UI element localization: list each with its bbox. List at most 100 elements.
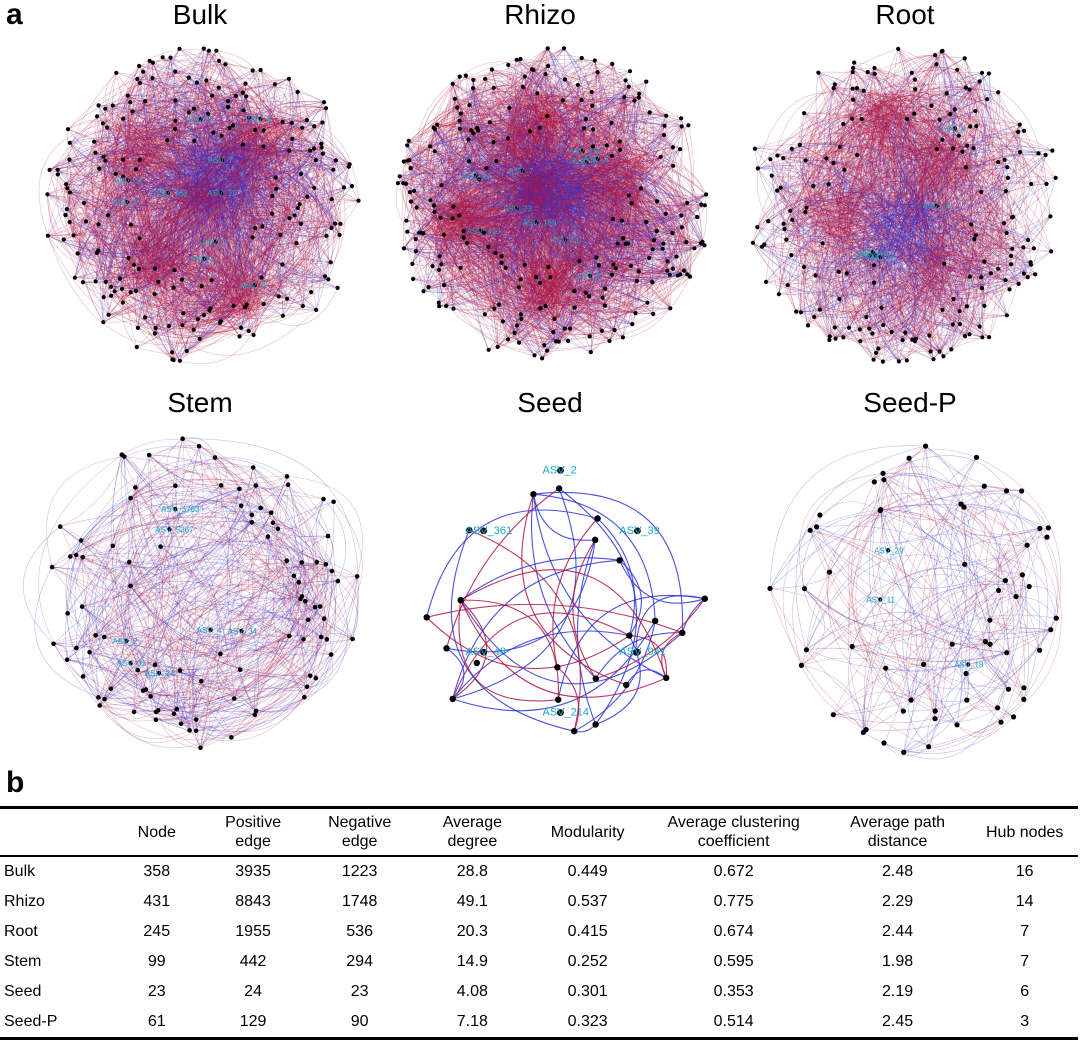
positive-edge — [49, 136, 242, 178]
positive-edge — [110, 286, 261, 322]
positive-edge — [182, 195, 217, 326]
network-node — [134, 344, 139, 350]
positive-edge — [157, 126, 315, 177]
positive-edge — [47, 194, 135, 278]
network-node — [152, 331, 157, 336]
negative-edge — [224, 127, 303, 195]
positive-edge — [123, 118, 141, 148]
positive-edge — [160, 250, 198, 320]
positive-edge — [129, 102, 142, 124]
positive-edge — [226, 146, 264, 308]
positive-edge — [239, 160, 346, 314]
positive-edge — [134, 223, 341, 288]
negative-edge — [238, 151, 334, 190]
positive-edge — [116, 125, 168, 141]
positive-edge — [216, 144, 279, 297]
positive-edge — [251, 147, 281, 229]
positive-edge — [114, 276, 155, 292]
positive-edge — [235, 282, 258, 336]
positive-edge — [65, 213, 156, 247]
positive-edge — [206, 185, 274, 336]
negative-edge — [204, 101, 325, 169]
positive-edge — [123, 139, 168, 249]
positive-edge — [47, 190, 167, 283]
positive-edge — [74, 193, 203, 278]
negative-edge — [67, 146, 245, 206]
positive-edge — [135, 169, 253, 282]
positive-edge — [144, 125, 295, 216]
positive-edge — [69, 191, 249, 295]
positive-edge — [68, 116, 127, 287]
negative-edge — [226, 158, 289, 332]
positive-edge — [247, 91, 298, 123]
positive-edge — [113, 153, 327, 247]
negative-edge — [133, 156, 198, 266]
negative-edge — [197, 50, 229, 202]
negative-edge — [212, 173, 273, 197]
negative-edge — [77, 180, 223, 259]
negative-edge — [207, 177, 329, 281]
positive-edge — [238, 69, 325, 312]
positive-edge — [159, 130, 297, 244]
positive-edge — [193, 129, 256, 198]
network-node — [180, 323, 185, 328]
network-title-seedp: Seed-P — [863, 387, 957, 418]
negative-edge — [169, 205, 209, 320]
negative-edge — [96, 148, 192, 253]
negative-edge — [207, 161, 265, 322]
positive-edge — [140, 148, 315, 275]
network-node — [349, 184, 355, 189]
negative-edge — [194, 157, 253, 337]
positive-edge — [150, 69, 271, 261]
positive-edge — [138, 255, 226, 281]
network-node — [156, 279, 161, 284]
negative-edge — [218, 105, 327, 199]
positive-edge — [247, 136, 322, 156]
network-node — [261, 144, 266, 149]
positive-edge — [96, 116, 250, 292]
positive-edge — [73, 235, 141, 264]
positive-edge — [95, 152, 195, 219]
negative-edge — [187, 146, 288, 300]
network-node — [83, 219, 88, 224]
positive-edge — [148, 122, 293, 268]
positive-edge — [237, 147, 322, 291]
positive-edge — [111, 279, 146, 298]
positive-edge — [83, 120, 250, 204]
negative-edge — [107, 150, 245, 216]
positive-edge — [105, 121, 254, 165]
positive-edge — [47, 194, 131, 263]
positive-edge — [115, 159, 327, 271]
network-node — [319, 145, 324, 150]
positive-edge — [83, 156, 126, 203]
negative-edge — [240, 139, 350, 165]
positive-edge — [85, 221, 240, 287]
positive-edge — [47, 150, 135, 236]
positive-edge — [119, 263, 167, 279]
positive-edge — [240, 293, 279, 316]
negative-edge — [133, 155, 231, 266]
positive-edge — [168, 135, 245, 327]
negative-edge — [211, 125, 303, 174]
negative-edge — [77, 171, 242, 264]
network-node — [61, 237, 66, 242]
positive-edge — [122, 244, 139, 303]
positive-edge — [192, 167, 300, 205]
positive-edge — [109, 123, 132, 225]
negative-edge — [242, 174, 320, 307]
positive-edge — [254, 285, 288, 299]
positive-edge — [123, 118, 149, 168]
negative-edge — [236, 91, 298, 150]
positive-edge — [103, 156, 156, 255]
negative-edge — [195, 60, 241, 176]
positive-edge — [163, 187, 193, 353]
negative-edge — [95, 167, 241, 282]
positive-edge — [144, 285, 230, 318]
positive-edge — [146, 60, 215, 200]
network-node — [103, 106, 108, 111]
positive-edge — [133, 255, 200, 339]
negative-edge — [188, 204, 242, 328]
network-node — [298, 221, 304, 226]
network-node — [335, 285, 340, 290]
negative-edge — [194, 82, 226, 182]
